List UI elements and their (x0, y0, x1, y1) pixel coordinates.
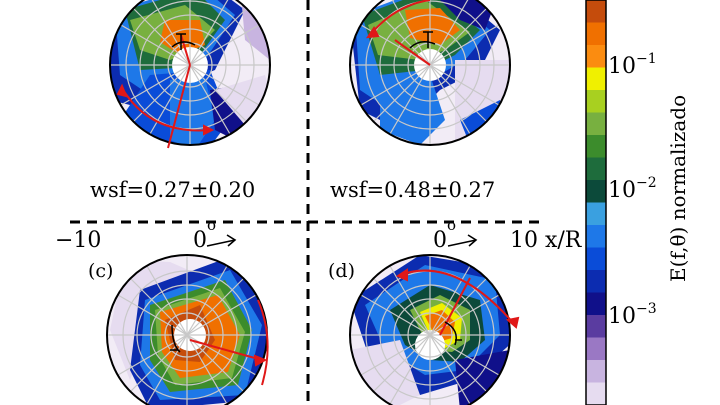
colorbar-tick-1: 10−1 (608, 51, 657, 79)
colorbar-segment (586, 45, 606, 69)
panel-c-grid (107, 255, 267, 405)
colorbar-segment (586, 67, 606, 91)
panel-d-label: (d) (328, 260, 355, 282)
panel-d-grid (350, 255, 510, 405)
axis-arrow-right (447, 234, 478, 247)
colorbar-segment (586, 292, 606, 316)
panel-c-annotations (189, 299, 269, 386)
colorbar-title: E(f,θ) normalizado (666, 94, 690, 282)
panel-d-annotations (395, 268, 520, 336)
panel-a-annotations (116, 34, 215, 149)
colorbar-segment (586, 157, 606, 181)
colorbar-segment (586, 315, 606, 339)
axis-center-label-right: 0 (433, 228, 447, 253)
colorbar (586, 0, 606, 405)
colorbar-frame (585, 0, 607, 405)
panel-d-errorbar (444, 321, 462, 346)
panel-c-errorbar (170, 324, 181, 353)
axis-arrow-left (206, 234, 237, 247)
colorbar-tick-3: 10−3 (608, 301, 657, 329)
axis-degree-mark: o (207, 216, 217, 234)
colorbar-segment (586, 112, 606, 136)
colorbar-segment (586, 202, 606, 226)
panel-b-errorbar (409, 31, 436, 49)
colorbar-segment (586, 247, 606, 271)
colorbar-tick-2: 10−2 (608, 175, 657, 203)
colorbar-segment (586, 270, 606, 294)
axis-right-label: 10 x/R (510, 228, 582, 253)
colorbar-segment (586, 382, 606, 405)
axis-left-label: −10 (55, 228, 102, 253)
panel-a-errorbar (171, 33, 196, 50)
colorbar-segment (586, 135, 606, 159)
colorbar-segment (586, 90, 606, 114)
panel-b-wsf: wsf=0.48±0.27 (330, 178, 496, 202)
panel-b-annotations (365, 0, 431, 66)
colorbar-segment (586, 225, 606, 249)
panel-c-label: (c) (88, 260, 114, 282)
colorbar-segment (586, 22, 606, 46)
colorbar-segment (586, 337, 606, 361)
colorbar-segment (586, 180, 606, 204)
panel-a-polar-plot (110, 0, 270, 145)
colorbar-segment (586, 360, 606, 384)
axis-degree-mark-right: o (447, 216, 457, 234)
panel-a-wsf: wsf=0.27±0.20 (90, 178, 256, 202)
colorbar-segment (586, 0, 606, 24)
axis-center-label: 0 (193, 228, 207, 253)
